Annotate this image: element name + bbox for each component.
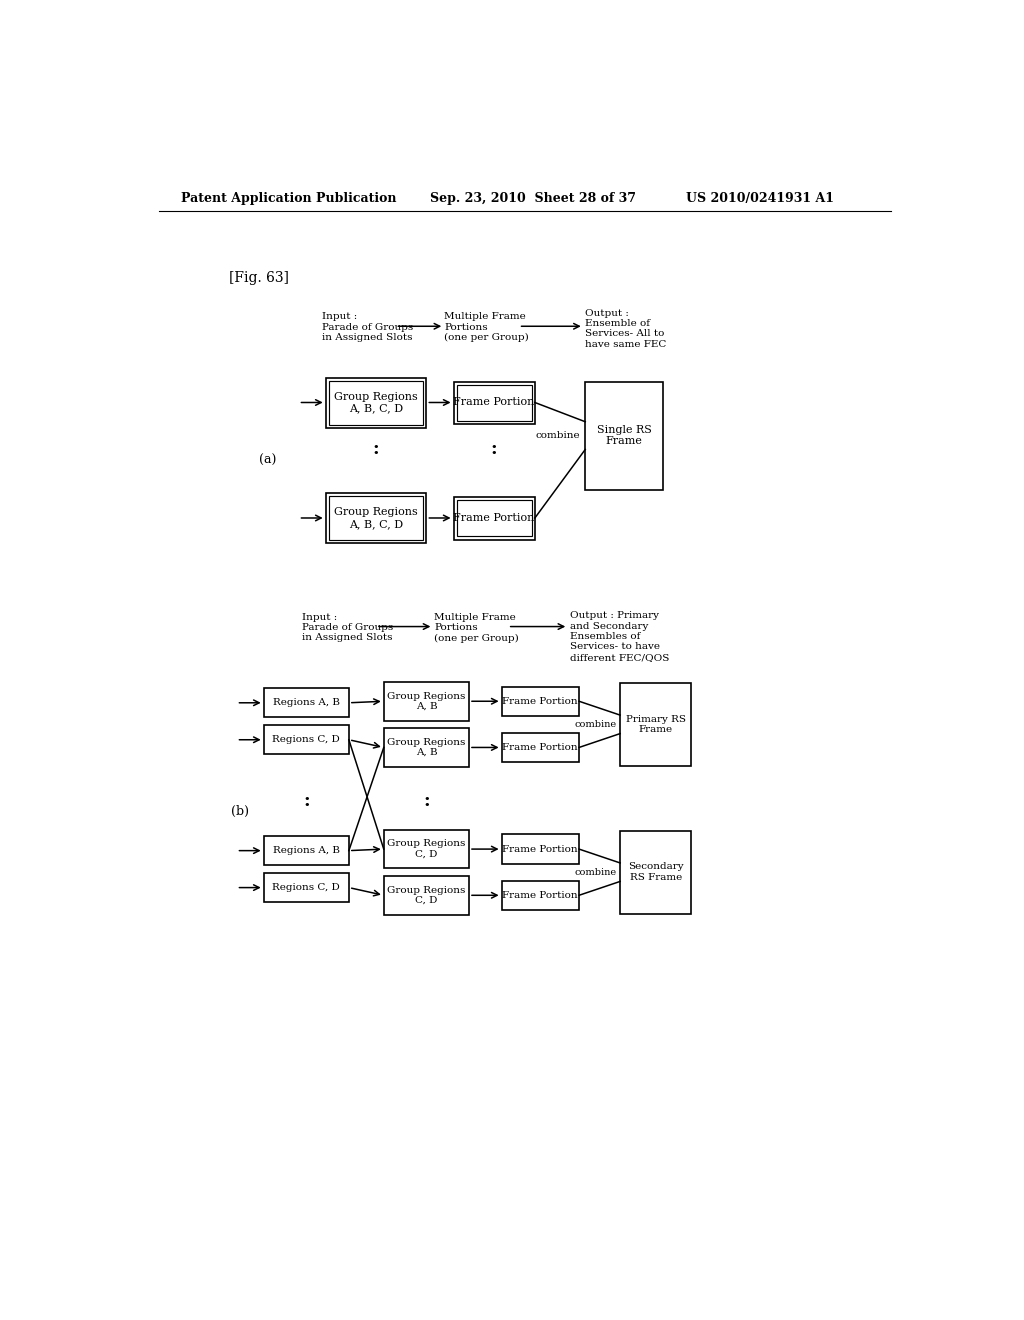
Bar — [326, 378, 426, 428]
Text: Primary RS
Frame: Primary RS Frame — [626, 714, 686, 734]
Text: :: : — [303, 792, 309, 810]
Text: Output : Primary
and Secondary
Ensembles of
Services- to have
different FEC/QOS: Output : Primary and Secondary Ensembles… — [569, 611, 669, 661]
Text: Multiple Frame
Portions
(one per Group): Multiple Frame Portions (one per Group) — [444, 313, 529, 342]
Text: Group Regions
C, D: Group Regions C, D — [387, 840, 466, 859]
Text: [Fig. 63]: [Fig. 63] — [228, 271, 289, 285]
Bar — [621, 830, 691, 913]
Bar — [263, 725, 349, 755]
Bar — [621, 682, 691, 766]
Bar — [502, 834, 579, 863]
Text: Frame Portion: Frame Portion — [503, 697, 579, 706]
Text: combine: combine — [574, 867, 617, 876]
Bar — [457, 385, 531, 421]
Bar — [457, 500, 531, 536]
Text: Group Regions
A, B: Group Regions A, B — [387, 692, 466, 711]
Text: Frame Portion: Frame Portion — [503, 845, 579, 854]
Bar — [263, 688, 349, 718]
Bar — [586, 381, 663, 490]
Text: Frame Portion: Frame Portion — [453, 513, 535, 523]
Bar — [263, 873, 349, 903]
Text: Regions C, D: Regions C, D — [272, 735, 340, 744]
Text: :: : — [423, 792, 430, 810]
Bar — [454, 498, 535, 540]
Text: Regions A, B: Regions A, B — [272, 846, 340, 855]
Bar — [502, 686, 579, 715]
Text: Group Regions
A, B, C, D: Group Regions A, B, C, D — [334, 392, 418, 413]
Bar — [329, 496, 423, 540]
Text: Group Regions
A, B: Group Regions A, B — [387, 738, 466, 758]
Text: Sep. 23, 2010  Sheet 28 of 37: Sep. 23, 2010 Sheet 28 of 37 — [430, 191, 636, 205]
Bar — [326, 494, 426, 544]
Bar — [384, 682, 469, 721]
Bar — [502, 880, 579, 909]
Bar — [502, 733, 579, 762]
Text: :: : — [490, 441, 497, 458]
Text: Group Regions
A, B, C, D: Group Regions A, B, C, D — [334, 507, 418, 529]
Text: :: : — [373, 441, 379, 458]
Text: Frame Portion: Frame Portion — [503, 891, 579, 900]
Text: Secondary
RS Frame: Secondary RS Frame — [628, 862, 684, 882]
Text: Group Regions
C, D: Group Regions C, D — [387, 886, 466, 906]
Bar — [263, 836, 349, 866]
Text: Regions A, B: Regions A, B — [272, 698, 340, 708]
Text: Frame Portion: Frame Portion — [453, 397, 535, 408]
Bar — [384, 729, 469, 767]
Text: combine: combine — [574, 719, 617, 729]
Text: Patent Application Publication: Patent Application Publication — [180, 191, 396, 205]
Text: US 2010/0241931 A1: US 2010/0241931 A1 — [686, 191, 834, 205]
Bar — [454, 381, 535, 424]
Text: Frame Portion: Frame Portion — [503, 743, 579, 752]
Text: Regions C, D: Regions C, D — [272, 883, 340, 892]
Text: combine: combine — [536, 432, 581, 440]
Text: Single RS
Frame: Single RS Frame — [597, 425, 651, 446]
Text: Output :
Ensemble of
Services- All to
have same FEC: Output : Ensemble of Services- All to ha… — [586, 309, 667, 348]
Text: Input :
Parade of Groups
in Assigned Slots: Input : Parade of Groups in Assigned Slo… — [322, 313, 413, 342]
Text: Input :
Parade of Groups
in Assigned Slots: Input : Parade of Groups in Assigned Slo… — [302, 612, 393, 643]
Bar — [384, 830, 469, 869]
Text: (b): (b) — [231, 805, 250, 818]
Text: (a): (a) — [259, 454, 276, 467]
Bar — [329, 381, 423, 425]
Text: Multiple Frame
Portions
(one per Group): Multiple Frame Portions (one per Group) — [434, 612, 519, 643]
Bar — [384, 876, 469, 915]
